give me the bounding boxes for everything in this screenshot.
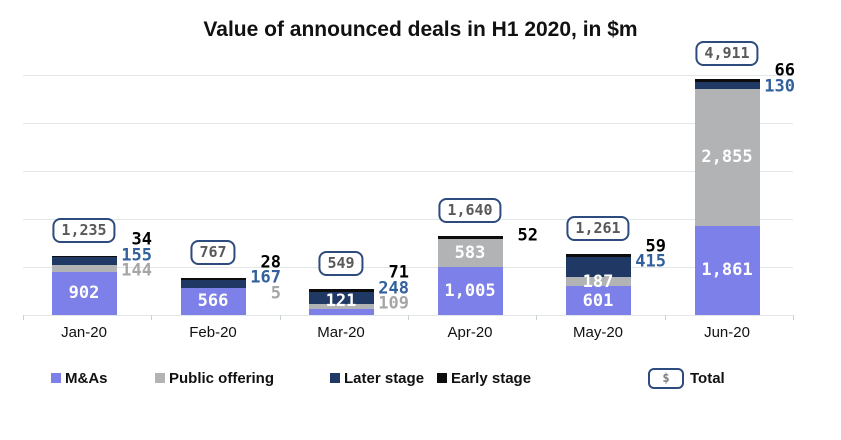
bar-segment-early-stage [437,236,503,239]
legend-swatch-icon [330,373,340,383]
legend-label: Total [690,369,725,387]
x-axis-label: Jun-20 [704,324,750,341]
x-axis-label: Mar-20 [317,324,365,341]
axis-tick [279,315,281,320]
total-badge: 4,911 [695,41,759,67]
bar-segment-later-stage [694,82,760,89]
bar-segment-m-as [51,271,117,315]
legend-label: M&As [65,369,108,387]
bar-segment-public-offering [694,88,760,226]
gridline [23,75,793,76]
legend-item-later-stage: Later stage [330,368,424,388]
bar-segment-m-as [437,266,503,315]
chart-title: Value of announced deals in H1 2020, in … [203,18,638,41]
bar-value-public-offering: 187 [582,271,614,292]
side-value-early-stage: 34 [131,229,152,250]
total-badge: 1,261 [566,216,630,242]
bar-segment-early-stage [51,255,117,258]
legend-label: Early stage [451,369,532,387]
bar-segment-m-as [308,309,374,315]
bar-segment-m-as [694,225,760,315]
legend-label: Later stage [344,369,425,387]
axis-tick [23,315,24,320]
bar-segment-public-offering [308,303,374,310]
bar-segment-public-offering [51,264,117,272]
bar-value-mas: 121 [325,291,357,311]
side-value-early-stage: 59 [645,236,666,257]
total-badge: 1,235 [52,217,116,243]
bar-segment-public-offering [565,277,631,287]
legend-swatch-icon [155,373,165,383]
bar-segment-later-stage [565,257,631,278]
side-value-early-stage: 71 [388,262,409,283]
bar-segment-later-stage [308,292,374,304]
gridline [23,219,793,220]
bar-segment-early-stage [694,79,760,83]
legend-item-total: $ Total [648,367,725,389]
side-value-later-stage: 155 [121,245,152,266]
side-value-public-offering: 5 [270,283,281,304]
side-value-public-offering: 109 [378,293,409,314]
legend-swatch-icon [51,373,61,383]
gridline [23,171,793,172]
total-badge: 1,640 [438,198,502,224]
x-axis-label: May-20 [572,324,624,341]
side-value-early-stage: 28 [260,252,281,273]
bar-segment-later-stage [51,257,117,265]
side-value-public-offering: 144 [121,260,152,281]
axis-tick [408,315,409,320]
bar-value-public-offering: 583 [454,242,486,263]
legend-label: Public offering [169,369,274,387]
side-value-later-stage: 130 [764,76,795,97]
side-value-later-stage: 248 [378,278,409,299]
bar-segment-early-stage [565,254,631,258]
x-axis-label: Apr-20 [447,324,493,341]
axis-tick [664,315,666,320]
side-value-early-stage: 52 [517,225,538,246]
axis-tick [793,315,794,320]
x-axis-label: Feb-20 [189,324,237,341]
gridline [23,267,793,268]
bar-segment-public-offering [437,238,503,267]
axis-tick [151,315,153,320]
legend-swatch-icon [437,373,447,383]
bar-segment-m-as [565,286,631,315]
side-value-later-stage: 415 [635,251,666,272]
bar-value-mas: 601 [582,290,614,311]
bar-segment-m-as [180,287,246,315]
dollar-box-icon: $ [648,367,684,389]
bar-value-mas: 1,861 [701,260,753,281]
bar-value-public-offering: 2,855 [701,147,753,168]
legend-item-public-offering: Public offering [155,368,274,388]
x-axis-label: Jan-20 [61,324,107,341]
side-value-later-stage: 167 [250,267,281,288]
bar-value-mas: 902 [68,283,100,304]
side-value-early-stage: 66 [774,60,795,81]
total-badge: 549 [318,250,364,276]
bar-value-mas: 566 [197,291,229,311]
total-badge: 767 [190,240,236,266]
bar-segment-early-stage [180,278,246,280]
bar-value-mas: 1,005 [444,280,496,301]
legend-item-m-as: M&As [51,368,108,388]
gridline [23,123,793,124]
bar-segment-early-stage [308,288,374,293]
axis-tick [536,315,538,320]
legend-item-early-stage: Early stage [437,368,531,388]
bar-segment-later-stage [180,279,246,288]
